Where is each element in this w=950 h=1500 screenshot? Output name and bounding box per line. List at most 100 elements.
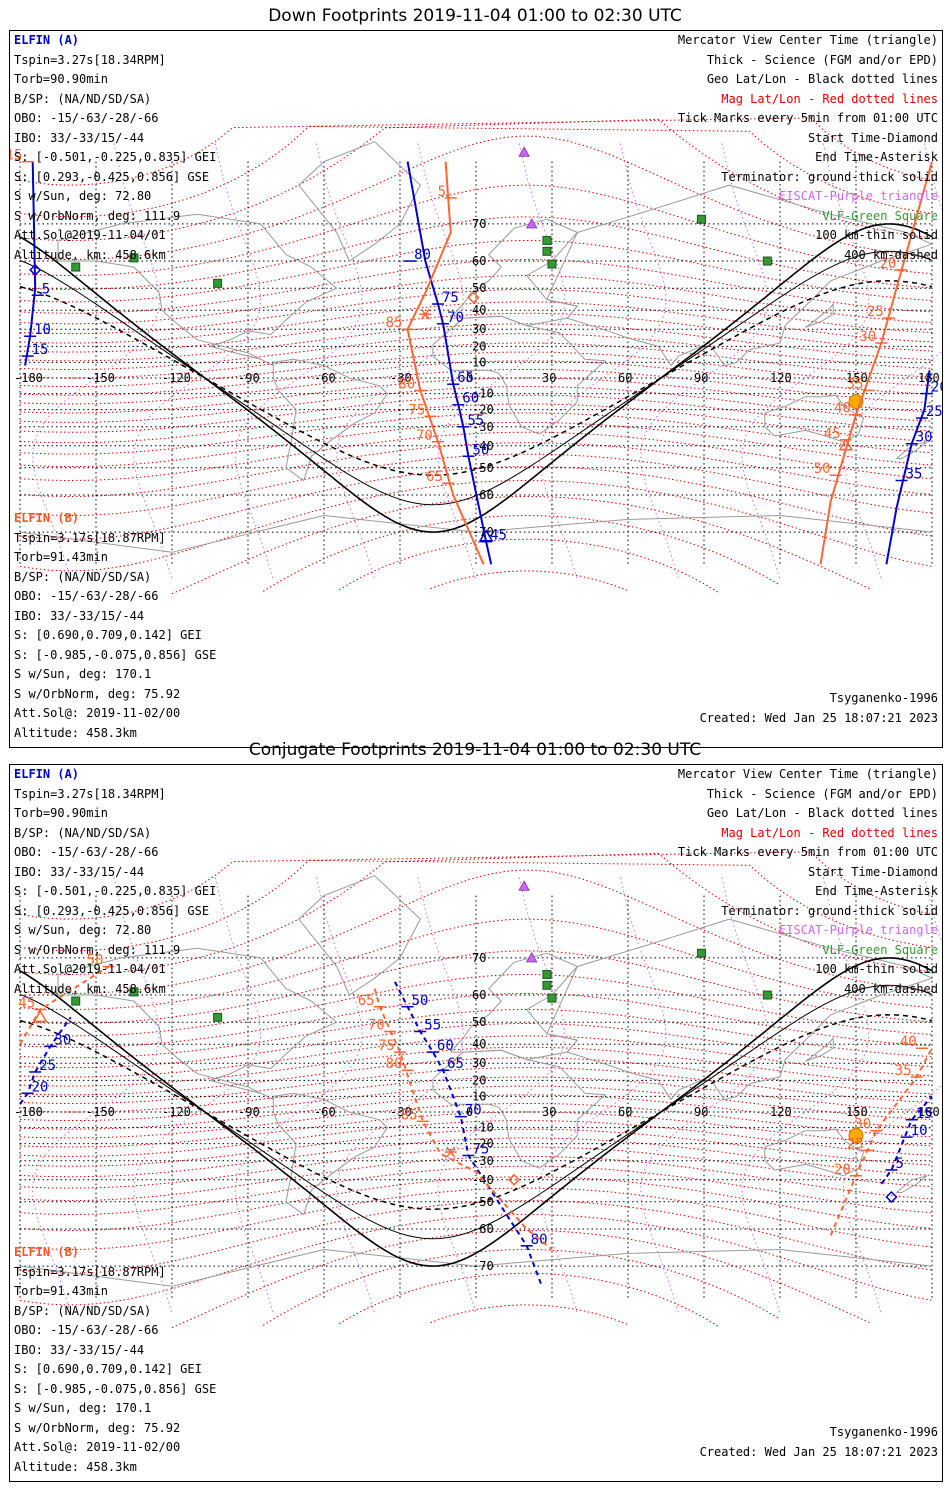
time-tick-label: 25: [926, 404, 942, 420]
time-tick-label: 75: [442, 290, 459, 306]
time-tick-label: 15: [32, 342, 49, 358]
elfin-a-info-line: Tspin=3.27s[18.34RPM]: [14, 52, 166, 67]
elfin-a-info-line: S w/Sun, deg: 72.80: [14, 923, 152, 937]
axis-labels: -180 -150 -120 -90 -60 -30 0 30 60 90 120 150 180706…: [14, 951, 940, 1273]
subsolar-sun-icon: [848, 1128, 864, 1144]
elfin-b-info-line: Altitude: 458.3km: [14, 725, 137, 740]
stations: [71, 146, 772, 288]
lat-label: 50: [472, 281, 486, 295]
legend-item: EISCAT-Purple triangle: [779, 189, 938, 203]
lat-label: 70: [472, 951, 486, 965]
time-tick-label: 70: [465, 1103, 482, 1119]
time-tick-label: 20: [32, 1079, 49, 1095]
elfin-a-center-triangle-icon: [478, 529, 494, 542]
elfin-a-info-line: Att.Sol@2019-11-04/01: [14, 228, 166, 242]
elfin-b-info-line: S: [0.690,0.709,0.142] GEI: [14, 628, 202, 642]
terminator-100km: [19, 984, 933, 1240]
eiscat-triangle-icon: [525, 951, 538, 963]
elfin-a-info-line: B/SP: (NA/ND/SD/SA): [14, 825, 152, 840]
lon-label: -90: [238, 371, 260, 385]
lon-label: 0: [466, 371, 473, 385]
coastlines: [19, 141, 933, 553]
time-tick-label: 5: [438, 184, 446, 200]
geo-grid: [19, 895, 933, 1299]
conjugate-footprints-map: -180 -150 -120 -90 -60 -30 0 30 60 90 120 150 180 70 6…: [9, 764, 943, 1482]
lon-label: -180: [14, 371, 43, 385]
footer-info: Tsyganenko-1996 Created: Wed Jan 25 18:07…: [700, 1423, 938, 1462]
elfin-b-info-line: S w/OrbNorm, deg: 75.92: [14, 1420, 181, 1435]
elfin-b-info-line: OBO: -15/-63/-28/-66: [14, 1323, 159, 1337]
lon-label: -180: [14, 1105, 43, 1119]
time-tick-label: 25: [847, 1136, 864, 1152]
lon-label: 60: [618, 371, 632, 385]
lat-label: -60: [472, 1222, 494, 1236]
vlf-square-icon: [762, 256, 772, 266]
model-name: Tsyganenko-1996: [829, 691, 938, 705]
elfin-a-info: ELFIN (A) Tspin=3.27s[18.34RPM] Torb=90.90…: [14, 765, 216, 999]
elfin-b-start-diamond-icon: [467, 291, 480, 304]
time-tick-label: 45: [18, 995, 35, 1011]
time-tick-label: 25: [867, 304, 884, 320]
vlf-square-icon: [542, 246, 552, 256]
elfin-b-track-east: [829, 1047, 933, 1236]
elfin-b-info-line: Torb=91.43min: [14, 550, 108, 564]
time-tick-label: 5: [42, 281, 50, 297]
elfin-b-info-line: S: [-0.985,-0.075,0.856] GSE: [14, 647, 217, 662]
vlf-square-icon: [542, 235, 552, 245]
time-tick-label: 20: [834, 1162, 851, 1178]
time-tick-label: 60: [437, 1038, 454, 1054]
legend-item: EISCAT-Purple triangle: [779, 923, 938, 937]
legend-item: Start Time-Diamond: [807, 130, 938, 145]
time-tick-label: 75: [472, 1141, 489, 1157]
lon-label: -30: [390, 1105, 412, 1119]
lat-label: -50: [472, 461, 494, 475]
legend-item: Geo Lat/Lon - Black dotted lines: [706, 806, 938, 820]
time-tick-label: 85: [401, 1107, 418, 1123]
lon-label: -90: [238, 1105, 260, 1119]
time-tick-label: 80: [531, 1232, 548, 1248]
time-tick-label: 80: [398, 376, 415, 392]
elfin-b-info-line: B/SP: (NA/ND/SD/SA): [14, 569, 152, 584]
lon-label: 60: [618, 1105, 632, 1119]
legend-item: 100 km-thin solid: [815, 228, 938, 242]
elfin-b-info-line: Att.Sol@: 2019-11-02/00: [14, 706, 181, 720]
time-tick-label: 65: [358, 993, 375, 1009]
time-tick-label: 50: [472, 442, 489, 458]
elfin-a-info-line: OBO: -15/-63/-28/-66: [14, 845, 159, 859]
elfin-a-info-line: Tspin=3.27s[18.34RPM]: [14, 786, 166, 801]
elfin-b-ticks: 155858075706520253035404550: [10, 148, 908, 485]
created-timestamp: Created: Wed Jan 25 18:07:21 2023: [699, 710, 938, 725]
vlf-square-icon: [71, 262, 81, 272]
elfin-b-info-line: Tspin=3.17s[18.87RPM]: [14, 1264, 166, 1279]
time-tick-label: 75: [408, 402, 425, 418]
time-tick-label: 65: [457, 370, 474, 386]
elfin-a-start-diamond-icon: [885, 1190, 898, 1204]
legend-item: End Time-Asterisk: [815, 150, 938, 164]
lon-label: 30: [542, 1105, 556, 1119]
time-tick-label: 35: [895, 1063, 912, 1079]
elfin-b-info: ELFIN (B) Tspin=3.17s[18.87RPM] Torb=91.43…: [14, 1243, 216, 1477]
model-name: Tsyganenko-1996: [829, 1425, 938, 1439]
legend-item: VLF-Green Square: [822, 208, 938, 223]
elfin-a-start-diamond-icon: [29, 263, 42, 277]
time-tick-label: 70: [368, 1018, 385, 1034]
lat-label: -50: [472, 1195, 494, 1209]
axis-labels: -180 -150 -120 -90 -60 -30 0 30 60 90 120 150 180706…: [14, 217, 940, 539]
elfin-b-end-asterisk-icon: [419, 308, 432, 320]
time-tick-label: 60: [462, 391, 479, 407]
bottom-panel-title: Conjugate Footprints 2019-11-04 01:00 to…: [248, 740, 702, 760]
elfin-b-info-line: IBO: 33/-33/15/-44: [14, 1342, 145, 1357]
elfin-a-info-line: B/SP: (NA/ND/SD/SA): [14, 91, 152, 106]
lat-label: 40: [472, 1037, 486, 1051]
lon-label: -30: [390, 371, 412, 385]
lon-label: -150: [86, 371, 115, 385]
lon-label: -60: [314, 371, 336, 385]
lat-label: 70: [472, 217, 486, 231]
lon-label: -60: [314, 1105, 336, 1119]
lon-label: 90: [694, 1105, 708, 1119]
time-tick-label: 65: [447, 1056, 464, 1072]
elfin-b-info-line: S w/OrbNorm, deg: 75.92: [14, 686, 181, 701]
lon-label: -120: [162, 371, 191, 385]
time-tick-label: 55: [424, 1018, 441, 1034]
